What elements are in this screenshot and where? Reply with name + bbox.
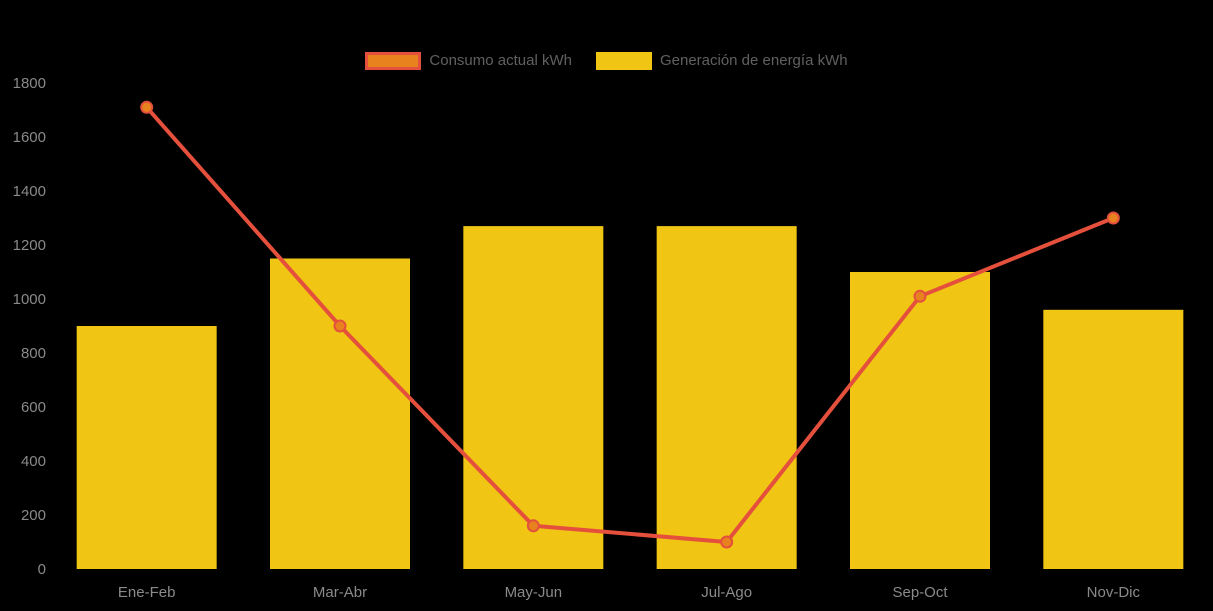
legend-item-generacion-energia[interactable]: Generación de energía kWh — [595, 52, 848, 70]
chart-legend: Consumo actual kWh Generación de energía… — [0, 52, 1213, 70]
x-tick-label: Sep-Oct — [892, 584, 948, 601]
line-point-May-Jun[interactable] — [526, 519, 540, 533]
y-tick-label: 600 — [21, 399, 46, 416]
y-tick-label: 1600 — [13, 129, 46, 146]
x-tick-label: Ene-Feb — [118, 584, 176, 601]
bar-Nov-Dic[interactable] — [1043, 309, 1184, 569]
y-tick-label: 0 — [38, 561, 46, 578]
x-tick-label: Mar-Abr — [313, 584, 367, 601]
line-series-swatch-icon — [365, 52, 422, 70]
bar-Mar-Abr[interactable] — [270, 258, 410, 570]
line-point-Ene-Feb[interactable] — [140, 100, 154, 114]
y-tick-label: 1000 — [13, 291, 46, 308]
consumption-line — [144, 105, 1116, 544]
legend-label-generacion-energia: Generación de energía kWh — [659, 52, 848, 69]
y-tick-label: 1800 — [13, 75, 46, 92]
line-point-Jul-Ago[interactable] — [720, 535, 734, 549]
legend-label-consumo-actual: Consumo actual kWh — [429, 52, 572, 69]
y-tick-label: 1200 — [13, 237, 46, 254]
bar-Ene-Feb[interactable] — [76, 326, 217, 569]
line-point-Mar-Abr[interactable] — [333, 319, 347, 333]
bar-Sep-Oct[interactable] — [850, 272, 990, 569]
line-point-Sep-Oct[interactable] — [913, 289, 927, 303]
y-tick-label: 400 — [21, 453, 46, 470]
bar-series-swatch-icon — [595, 52, 652, 70]
legend-item-consumo-actual[interactable]: Consumo actual kWh — [365, 52, 572, 70]
y-tick-label: 800 — [21, 345, 46, 362]
y-tick-label: 1400 — [13, 183, 46, 200]
x-tick-label: May-Jun — [505, 584, 563, 601]
y-tick-label: 200 — [21, 507, 46, 524]
line-point-Nov-Dic[interactable] — [1106, 211, 1120, 225]
x-tick-label: Nov-Dic — [1087, 584, 1141, 601]
bar-May-Jun[interactable] — [463, 226, 604, 569]
bar-Jul-Ago[interactable] — [656, 226, 797, 569]
x-tick-label: Jul-Ago — [701, 584, 752, 601]
